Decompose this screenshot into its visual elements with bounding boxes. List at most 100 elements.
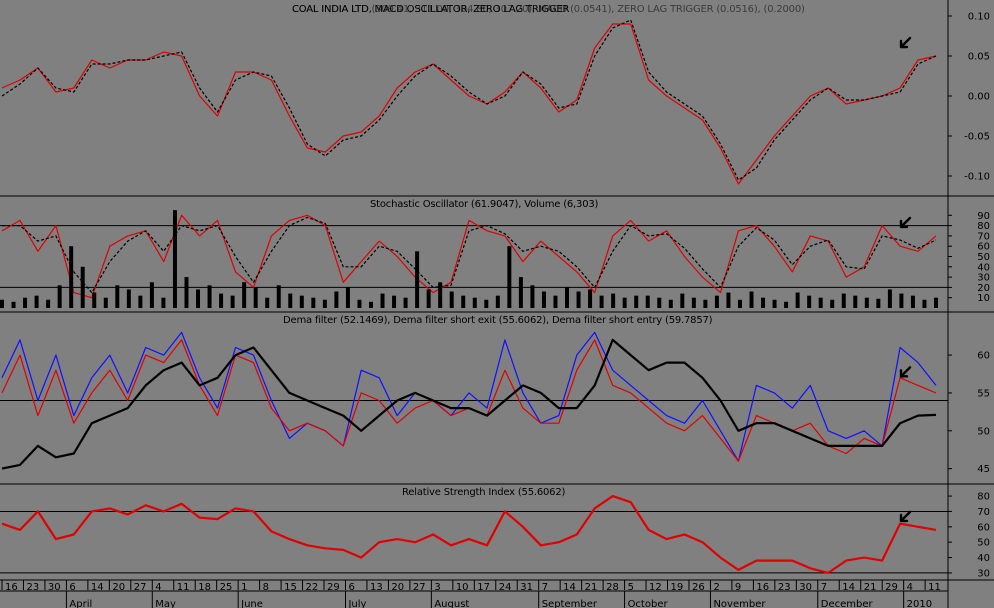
x-day-label: 23 bbox=[26, 582, 39, 593]
x-day-label: 30 bbox=[48, 582, 61, 593]
y-tick-label: -0.05 bbox=[964, 132, 990, 143]
volume-bar bbox=[703, 299, 708, 308]
dema-y-axis: 45 50 55 60 bbox=[948, 351, 990, 475]
volume-bar bbox=[611, 293, 616, 308]
y-tick-label: 30 bbox=[977, 568, 990, 579]
x-day-label: 14 bbox=[91, 582, 104, 593]
x-day-label: 11 bbox=[928, 582, 941, 593]
volume-bar bbox=[0, 299, 4, 308]
volume-bar bbox=[172, 210, 177, 308]
x-day-label: 13 bbox=[370, 582, 383, 593]
volume-bar bbox=[368, 301, 373, 308]
x-day-label: 20 bbox=[391, 582, 404, 593]
short-entry-line bbox=[1, 331, 937, 462]
x-day-label: 17 bbox=[477, 582, 490, 593]
x-day-label: 16 bbox=[5, 582, 18, 593]
arrow-icon bbox=[899, 510, 912, 523]
volume-bar bbox=[149, 282, 154, 308]
volume-bar bbox=[910, 295, 915, 308]
y-tick-label: 0.05 bbox=[968, 52, 990, 63]
volume-bar bbox=[691, 297, 696, 308]
volume-bar bbox=[207, 285, 212, 308]
x-day-label: 28 bbox=[606, 582, 619, 593]
y-tick-label: 55 bbox=[977, 388, 990, 399]
stoch-k-line bbox=[1, 214, 937, 299]
y-tick-label: 60 bbox=[977, 522, 990, 533]
volume-bar bbox=[518, 277, 523, 308]
x-day-label: 18 bbox=[198, 582, 211, 593]
y-tick-label: 70 bbox=[977, 507, 990, 518]
volume-bar bbox=[161, 297, 166, 308]
dema-line bbox=[1, 338, 937, 470]
volume-bar bbox=[126, 289, 131, 308]
volume-bar bbox=[103, 297, 108, 308]
x-month-label: December bbox=[821, 599, 874, 608]
volume-bar bbox=[772, 299, 777, 308]
y-tick-label: 30 bbox=[977, 273, 990, 284]
x-day-label: 15 bbox=[284, 582, 297, 593]
stochastic-last-value-arrow-icon bbox=[899, 216, 912, 229]
x-day-label: 23 bbox=[778, 582, 791, 593]
volume-bar bbox=[299, 295, 304, 308]
volume-bar bbox=[345, 287, 350, 308]
y-tick-label: 80 bbox=[977, 492, 990, 503]
x-day-label: 7 bbox=[542, 582, 548, 593]
arrow-icon bbox=[899, 366, 912, 378]
x-day-label: 26 bbox=[692, 582, 705, 593]
volume-bar bbox=[461, 295, 466, 308]
volume-bar bbox=[495, 295, 500, 308]
rsi-series bbox=[1, 495, 937, 575]
x-day-label: 27 bbox=[413, 582, 426, 593]
volume-bar bbox=[876, 298, 881, 308]
x-day-label: 11 bbox=[177, 582, 190, 593]
volume-bar bbox=[380, 293, 385, 308]
macd-series bbox=[1, 19, 937, 185]
volume-bar bbox=[899, 293, 904, 308]
x-day-label: 12 bbox=[649, 582, 662, 593]
volume-bar bbox=[749, 291, 754, 308]
volume-bar bbox=[472, 297, 477, 308]
x-day-label: 27 bbox=[134, 582, 147, 593]
x-day-label: 5 bbox=[628, 582, 634, 593]
y-tick-label: 40 bbox=[977, 553, 990, 564]
volume-bar bbox=[322, 299, 327, 308]
volume-bar bbox=[576, 291, 581, 308]
macd-panel: COAL INDIA LTD (309.41, 311.00, 304.80, … bbox=[1, 4, 990, 185]
y-tick-label: 50 bbox=[977, 426, 990, 437]
stochastic-gridlines bbox=[0, 225, 948, 288]
volume-bar bbox=[507, 246, 512, 308]
x-month-label: 2010 bbox=[907, 599, 932, 608]
y-tick-label: 40 bbox=[977, 262, 990, 273]
volume-bar bbox=[680, 293, 685, 308]
rsi-gridlines bbox=[0, 510, 948, 574]
volume-bar bbox=[311, 297, 316, 308]
y-tick-label: 0.00 bbox=[968, 92, 990, 103]
x-day-label: 9 bbox=[735, 582, 741, 593]
volume-bar bbox=[288, 293, 293, 308]
x-month-label: September bbox=[542, 599, 598, 608]
stochastic-panel-title: Stochastic Oscillator (61.9047), Volume … bbox=[370, 199, 599, 210]
volume-bar bbox=[230, 295, 235, 308]
volume-bar bbox=[392, 295, 397, 308]
volume-bar bbox=[23, 297, 28, 308]
dema-last-value-arrow-icon bbox=[899, 366, 912, 378]
volume-bar bbox=[714, 295, 719, 308]
rsi-line bbox=[1, 495, 937, 575]
volume-bar bbox=[426, 289, 431, 308]
y-tick-label: 90 bbox=[977, 211, 990, 222]
x-day-label: 3 bbox=[434, 582, 440, 593]
volume-bar bbox=[219, 293, 224, 308]
x-month-label: July bbox=[347, 599, 366, 608]
rsi-last-value-arrow-icon bbox=[899, 510, 912, 523]
volume-bar bbox=[807, 295, 812, 308]
x-day-label: 21 bbox=[585, 582, 598, 593]
volume-bar bbox=[69, 246, 74, 308]
y-tick-label: 10 bbox=[977, 293, 990, 304]
x-month-label: April bbox=[69, 599, 92, 608]
x-day-label: 7 bbox=[821, 582, 827, 593]
volume-bar bbox=[196, 289, 201, 308]
volume-bar bbox=[403, 297, 408, 308]
x-month-label: June bbox=[240, 599, 263, 608]
volume-bar bbox=[46, 299, 51, 308]
y-tick-label: 20 bbox=[977, 283, 990, 294]
